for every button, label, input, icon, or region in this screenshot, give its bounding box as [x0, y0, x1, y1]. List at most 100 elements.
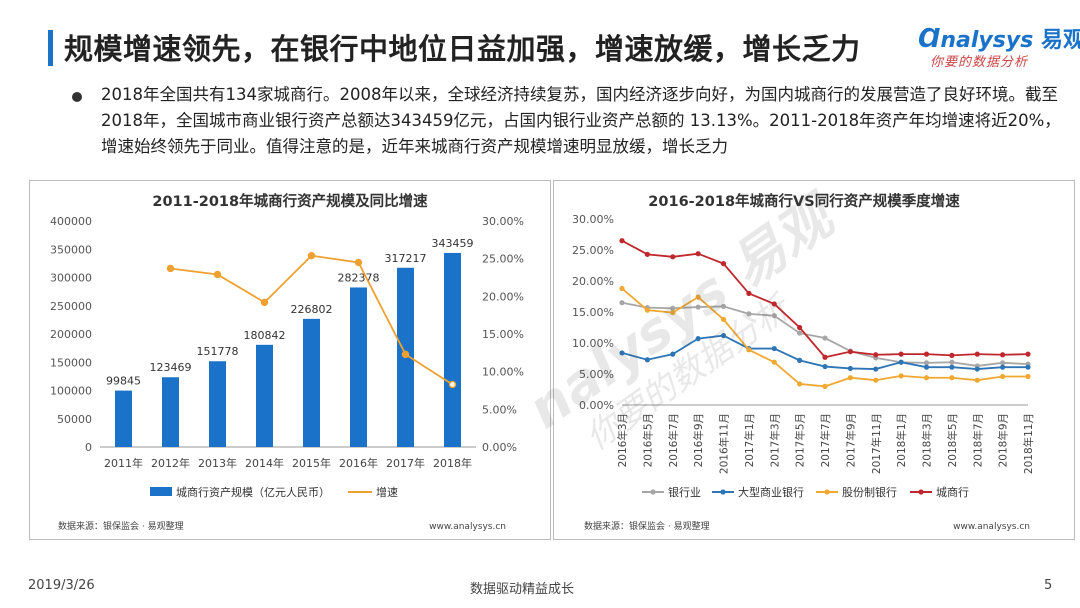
quarterly-growth-chart-panel: 2016-2018年城商行VS同行资产规模季度增速 0.00% 5.00% 10.00… — [553, 180, 1075, 540]
x-tick-label: 2016年11月 — [718, 413, 731, 474]
x-tick-label: 2013年 — [198, 456, 237, 470]
series-point — [822, 363, 828, 370]
growth-point — [166, 264, 175, 273]
legend-bar-label: 城商行资产规模（亿元人民币） — [176, 485, 330, 499]
bullet-icon — [72, 92, 82, 102]
y-tick-label: 5.00% — [579, 368, 614, 381]
title-accent-bar — [48, 30, 53, 66]
series-point — [873, 366, 879, 372]
growth-point — [260, 298, 269, 307]
series-point — [771, 301, 777, 307]
series-point — [1000, 373, 1006, 380]
growth-point — [307, 251, 316, 260]
x-tick-label: 2016年7月 — [667, 413, 680, 467]
legend-marker — [650, 489, 656, 495]
summary-paragraph: 2018年全国共有134家城商行。2008年以来，全球经济持续复苏，国内经济逐步… — [101, 85, 1061, 156]
series-point — [670, 254, 676, 260]
series-point — [923, 351, 930, 357]
series-point — [898, 373, 904, 379]
x-tick-label: 2017年5月 — [794, 413, 807, 467]
series-point — [695, 336, 701, 342]
legend-marker — [720, 489, 726, 495]
x-tick-label: 2016年3月 — [616, 413, 629, 467]
series-point — [644, 251, 650, 257]
series-point — [746, 347, 752, 353]
page-title: 规模增速领先，在银行中地位日益加强，增速放缓，增长乏力 — [64, 32, 861, 66]
series-point — [873, 377, 879, 383]
series-point — [949, 359, 955, 365]
page-number: 5 — [1044, 578, 1053, 593]
series-point — [974, 351, 980, 357]
source-note: 数据来源：银保监会 · 易观整理 — [584, 520, 710, 532]
series-point — [670, 351, 676, 357]
y-right-tick-label: 0.00% — [482, 441, 517, 454]
series-point — [1000, 352, 1006, 358]
growth-point — [354, 258, 363, 267]
bar — [444, 252, 461, 447]
x-tick-label: 2017年7月 — [819, 413, 832, 467]
y-tick-label: 10.00% — [572, 337, 614, 350]
logo-brand: Ɑnalysys 易观 — [918, 24, 1080, 54]
bar-value-label: 151778 — [197, 345, 239, 358]
bar-value-label: 123469 — [150, 361, 192, 374]
legend-label: 股份制银行 — [842, 485, 897, 499]
bar-value-label: 317217 — [385, 252, 427, 265]
asset-scale-chart: 2011-2018年城商行资产规模及同比增速 0 50000 100000 150000… — [50, 192, 524, 532]
footer-date: 2019/3/26 — [28, 578, 95, 593]
series-point — [822, 354, 828, 360]
series-point — [619, 285, 625, 292]
bar-value-label: 99845 — [106, 375, 141, 388]
series-point — [720, 316, 727, 323]
x-tick-label: 2016年5月 — [641, 413, 654, 467]
series-point — [720, 261, 727, 267]
x-tick-label: 2018年3月 — [921, 413, 934, 467]
y-left-tick-label: 400000 — [50, 215, 92, 228]
x-tick-label: 2014年 — [245, 456, 284, 470]
series-point — [695, 304, 701, 310]
logo-tagline: 你要的数据分析 — [930, 55, 1029, 70]
quarterly-growth-chart: 2016-2018年城商行VS同行资产规模季度增速 0.00% 5.00% 10.00… — [572, 192, 1035, 532]
bar — [209, 361, 226, 447]
y-tick-label: 30.00% — [572, 213, 614, 226]
series-point — [771, 313, 777, 319]
legend-bar-swatch — [150, 487, 172, 496]
series-point — [847, 365, 853, 372]
bar — [303, 318, 320, 447]
series-point — [1025, 351, 1031, 357]
series-point — [822, 335, 828, 341]
series-point — [619, 350, 625, 356]
x-tick-label: 2018年 — [433, 456, 472, 470]
series-point — [619, 300, 625, 306]
y-right-tick-label: 15.00% — [482, 328, 524, 341]
series-point — [644, 357, 650, 363]
series-point — [797, 357, 803, 363]
series-point — [873, 352, 879, 358]
legend-label: 银行业 — [668, 485, 701, 499]
series-point — [898, 359, 904, 365]
y-left-tick-label: 250000 — [50, 300, 92, 313]
bar-value-label: 180842 — [244, 329, 286, 342]
series-point — [974, 366, 980, 372]
x-tick-label: 2018年5月 — [946, 413, 959, 467]
series-point — [670, 305, 676, 311]
x-tick-label: 2018年7月 — [971, 413, 984, 467]
bar — [256, 344, 273, 447]
y-tick-label: 0.00% — [579, 399, 614, 412]
series-point — [797, 381, 803, 387]
series-point — [619, 238, 625, 244]
y-right-tick-label: 25.00% — [482, 253, 524, 266]
series-point — [720, 303, 727, 310]
bar-value-label: 343459 — [432, 237, 474, 250]
series-point — [949, 375, 955, 381]
logo-a-icon: Ɑ — [918, 24, 941, 54]
y-right-tick-label: 10.00% — [482, 366, 524, 379]
y-left-tick-label: 50000 — [57, 413, 92, 426]
series-point — [949, 352, 955, 358]
y-right-tick-label: 30.00% — [482, 215, 524, 228]
series-point — [1000, 360, 1006, 366]
x-tick-label: 2016年 — [339, 456, 378, 470]
legend-label: 城商行 — [936, 485, 969, 499]
series-point — [771, 359, 777, 365]
series-point — [695, 294, 701, 300]
analysys-logo: Ɑnalysys 易观 你要的数据分析 — [918, 22, 1080, 72]
